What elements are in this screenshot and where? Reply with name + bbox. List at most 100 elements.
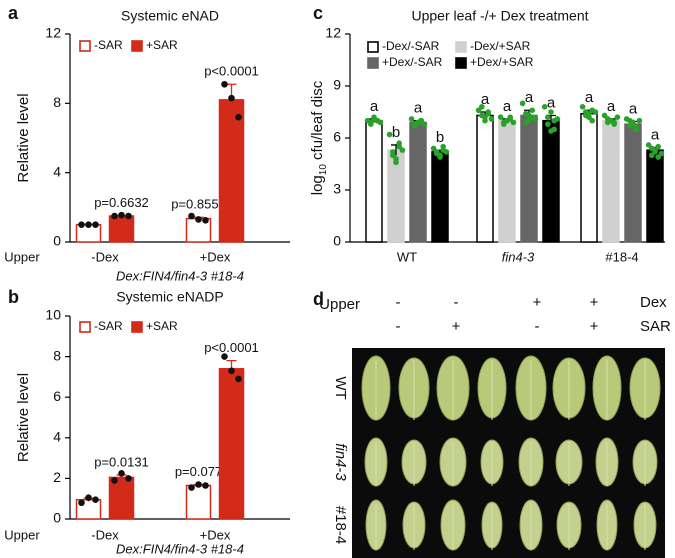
- legend-label: +SAR: [146, 38, 178, 52]
- significance-letter: a: [607, 98, 616, 115]
- p-value: p<0.0001: [204, 340, 259, 355]
- y-tick-label: 0: [53, 510, 61, 526]
- data-point: [579, 104, 586, 110]
- legend-swatch: [455, 57, 467, 69]
- significance-letter: b: [436, 129, 444, 146]
- legend-label: -Dex/-SAR: [382, 39, 440, 53]
- data-point: [655, 143, 661, 150]
- panel-label: c: [313, 3, 323, 23]
- data-point: [111, 477, 118, 484]
- data-point: [488, 116, 495, 122]
- data-point: [235, 113, 242, 121]
- data-point: [221, 353, 228, 360]
- y-tick-label: 8: [53, 94, 61, 110]
- data-point: [396, 140, 403, 146]
- x-header: Upper: [4, 527, 40, 542]
- y-tick-label: 4: [53, 429, 61, 445]
- y-axis-label-part: 10: [318, 164, 329, 176]
- data-point: [85, 221, 92, 228]
- significance-letter: a: [503, 98, 512, 115]
- y-axis-label-part: cfu/leaf disc: [309, 80, 326, 164]
- data-point: [228, 94, 235, 102]
- data-point: [636, 117, 643, 124]
- treatment-sign: +: [452, 318, 461, 335]
- chart-title: Systemic eNADP: [116, 289, 223, 305]
- bar: [108, 215, 135, 243]
- data-point: [485, 110, 492, 117]
- data-point: [548, 109, 554, 115]
- y-tick-label: 4: [53, 163, 61, 179]
- x-axis-label: Dex:FIN4/fin4-3 #18-4: [116, 268, 244, 283]
- data-point: [85, 494, 92, 501]
- p-value: p=0.0131: [94, 454, 149, 469]
- data-point: [497, 114, 504, 120]
- data-point: [551, 126, 557, 133]
- significance-letter: a: [547, 94, 556, 111]
- data-point: [78, 221, 85, 228]
- data-point: [529, 107, 535, 114]
- row-label: #18-4: [332, 506, 349, 544]
- bar: [580, 112, 598, 243]
- data-point: [658, 150, 665, 157]
- y-axis-label-part: log: [309, 175, 326, 195]
- y-tick-label: 8: [53, 347, 61, 363]
- y-tick-label: 6: [333, 129, 341, 145]
- y-tick-label: 2: [53, 469, 61, 485]
- y-tick-label: 10: [45, 307, 61, 323]
- x-tick-label: -Dex: [91, 527, 119, 542]
- y-tick-label: 12: [45, 25, 61, 41]
- treatment-sign: -: [454, 294, 459, 311]
- legend-swatch: [79, 321, 91, 333]
- data-point: [118, 211, 125, 219]
- significance-letter: a: [481, 91, 490, 108]
- y-axis-label: Relative level: [15, 93, 32, 182]
- bar: [542, 119, 560, 243]
- x-tick-label: fin4-3: [502, 249, 535, 264]
- x-tick-label: +Dex: [200, 249, 231, 264]
- p-value: p=0.6632: [94, 195, 149, 210]
- legend-swatch: [131, 321, 143, 333]
- y-tick-label: 9: [333, 77, 341, 93]
- treatment-sign: -: [396, 294, 401, 311]
- data-point: [390, 149, 396, 155]
- significance-letter: a: [629, 101, 638, 118]
- legend-swatch: [455, 41, 467, 53]
- y-tick-label: 6: [53, 388, 61, 404]
- y-axis-label: log10 cfu/leaf disc: [309, 80, 329, 195]
- data-point: [545, 114, 551, 120]
- data-point: [443, 149, 450, 155]
- bar: [520, 114, 538, 243]
- data-point: [523, 119, 529, 126]
- data-point: [228, 367, 235, 375]
- x-tick-label: WT: [397, 249, 417, 264]
- legend-label: +Dex/-SAR: [382, 55, 443, 69]
- data-point: [421, 121, 428, 127]
- data-point: [440, 143, 447, 150]
- data-point: [78, 499, 85, 507]
- data-point: [221, 80, 228, 88]
- significance-letter: a: [651, 127, 660, 144]
- data-point: [614, 114, 621, 120]
- legend-label: -SAR: [94, 38, 123, 52]
- significance-letter: a: [414, 100, 423, 117]
- legend-swatch: [367, 41, 379, 53]
- data-point: [188, 484, 195, 491]
- significance-letter: a: [525, 89, 534, 106]
- treatment-label: Dex: [640, 294, 667, 311]
- row-label: fin4-3: [332, 443, 349, 481]
- data-point: [510, 119, 517, 126]
- x-tick-label: -Dex: [91, 249, 119, 264]
- data-point: [235, 375, 242, 383]
- legend-swatch: [367, 57, 379, 69]
- y-tick-label: 0: [333, 233, 341, 249]
- data-point: [92, 221, 99, 228]
- panel-label: a: [8, 3, 19, 23]
- data-point: [611, 119, 617, 126]
- data-point: [188, 212, 195, 220]
- p-value: p<0.0001: [204, 64, 259, 79]
- data-point: [507, 114, 513, 120]
- treatment-sign: -: [535, 318, 540, 335]
- bar: [218, 99, 245, 243]
- legend-label: +Dex/+SAR: [470, 55, 534, 69]
